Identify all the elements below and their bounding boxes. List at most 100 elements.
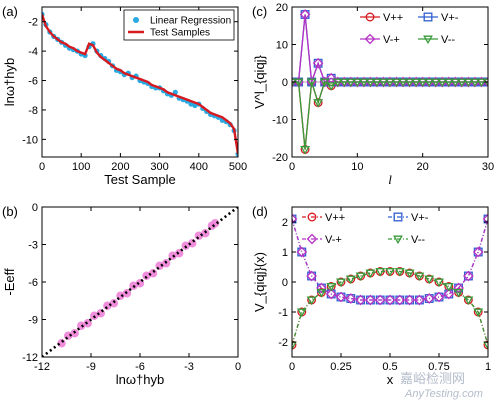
x-tick-label: 0: [289, 361, 295, 373]
data-point: [355, 294, 366, 306]
data-point: [430, 78, 441, 88]
x-tick-label: 0.5: [382, 361, 397, 373]
x-tick-label: 0: [289, 161, 295, 173]
panel-label: (b): [2, 204, 18, 219]
y-tick-label: 1: [282, 247, 288, 259]
y-tick-label: 10: [276, 40, 288, 52]
legend-swatch: [423, 35, 433, 45]
data-point: [296, 308, 307, 318]
watermark-cn: 嘉峪检测网: [400, 371, 465, 386]
data-point: [482, 213, 488, 225]
data-point: [456, 78, 467, 88]
legend: V++ V+- V-+ V--: [302, 212, 429, 246]
legend-label: V--: [441, 34, 455, 46]
data-point: [394, 294, 406, 306]
plot-area: [292, 213, 488, 351]
y-tick-label: 0: [32, 202, 38, 214]
legend-label: V+-: [441, 12, 459, 24]
x-tick-label: -3: [184, 361, 194, 373]
data-point: [434, 278, 444, 288]
panel-c: (c) 0 10 20 30 -20 -10 0 10 20 l V^l_{qiqj} V++ V+- V-…: [252, 2, 494, 187]
legend-label: V-+: [325, 234, 342, 246]
y-tick-label: -6: [28, 277, 38, 289]
data-point: [385, 268, 395, 277]
data-point: [385, 78, 395, 88]
data-point: [175, 249, 184, 258]
x-tick-label: 30: [482, 161, 494, 173]
plot-frame: [291, 206, 489, 358]
data-point: [325, 288, 337, 300]
data-point: [411, 78, 422, 88]
legend-box: [123, 9, 235, 41]
data-point: [306, 270, 317, 282]
x-tick-label: -12: [34, 361, 50, 373]
data-point: [339, 78, 350, 88]
data-point: [335, 291, 347, 303]
data-point: [299, 9, 311, 20]
panel-label: (a): [2, 4, 18, 19]
legend-swatch: [133, 17, 139, 23]
series-v-: [292, 78, 488, 155]
legend-label: Test Samples: [150, 28, 210, 39]
data-point: [345, 275, 356, 285]
legend-swatch: [364, 33, 376, 45]
series-line: [292, 218, 488, 301]
y-tick-label: -10: [272, 115, 288, 127]
legend-swatch: [393, 212, 403, 222]
legend-label: Linear Regression: [150, 16, 231, 27]
y-tick-label: -2: [278, 337, 288, 349]
panel-b: (b) -12 -9 -6 -3 0 -12 -9 -6 -3 0 lnω†hyb -Eeff: [2, 202, 241, 387]
x-tick-label: 0.25: [330, 361, 351, 373]
x-axis-label: lnω†hyb: [116, 372, 164, 387]
data-point: [345, 78, 356, 88]
data-point: [336, 278, 346, 288]
series-line: [292, 14, 488, 83]
legend-label: V-+: [383, 34, 400, 46]
data-point: [424, 78, 435, 88]
plot-area: [292, 9, 488, 155]
legend-label: V+-: [411, 212, 429, 224]
series-line: [42, 13, 238, 155]
y-axis-label: V^l_{qiqj}: [252, 54, 267, 108]
data-point: [443, 78, 454, 88]
series-test-samples: [42, 13, 238, 155]
data-point: [292, 341, 297, 351]
data-point: [374, 294, 386, 306]
y-tick-label: -3: [28, 240, 38, 252]
data-point: [453, 289, 464, 298]
data-point: [306, 78, 317, 88]
data-point: [297, 247, 307, 257]
data-point: [352, 78, 363, 88]
data-point: [476, 78, 487, 88]
data-point: [470, 78, 480, 88]
data-point: [391, 78, 402, 88]
series-line: [292, 270, 488, 346]
data-point: [404, 294, 415, 306]
x-tick-label: 20: [417, 161, 429, 173]
y-tick-label: 0: [282, 77, 288, 89]
x-tick-label: 0: [39, 161, 45, 173]
legend-swatch: [393, 235, 403, 245]
y-tick-label: -20: [272, 152, 288, 164]
y-tick-label: -4: [28, 46, 38, 58]
legend: V++ V+- V-+ V--: [360, 12, 459, 46]
panel-label: (d): [252, 204, 268, 219]
data-point: [292, 213, 298, 225]
series-line: [292, 270, 488, 346]
data-point: [384, 294, 396, 306]
y-tick-label: 20: [276, 2, 288, 14]
x-tick-label: 100: [72, 161, 90, 173]
data-point: [473, 247, 483, 257]
panel-label: (c): [252, 4, 267, 19]
watermark-en: AnyTesting.com: [404, 388, 483, 400]
y-tick-label: -10: [22, 134, 38, 146]
y-tick-label: 2: [282, 217, 288, 229]
data-point: [423, 293, 435, 304]
y-tick-label: -6: [28, 76, 38, 88]
y-tick-label: -2: [28, 17, 38, 29]
data-point: [463, 270, 474, 282]
data-point: [434, 292, 444, 302]
data-point: [394, 268, 405, 277]
